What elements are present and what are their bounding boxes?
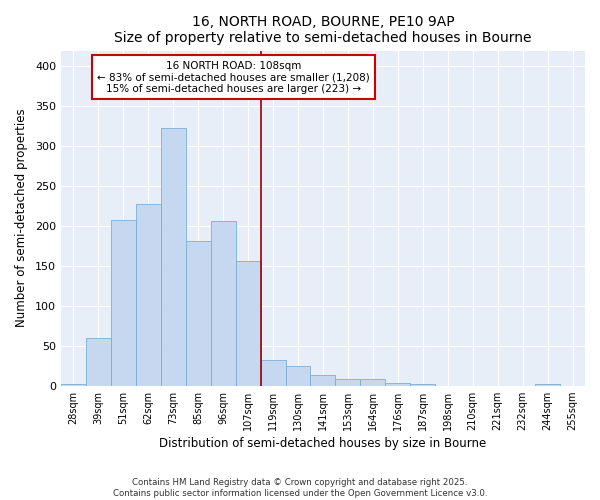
Y-axis label: Number of semi-detached properties: Number of semi-detached properties — [15, 109, 28, 328]
Bar — [335, 380, 361, 386]
Title: 16, NORTH ROAD, BOURNE, PE10 9AP
Size of property relative to semi-detached hous: 16, NORTH ROAD, BOURNE, PE10 9AP Size of… — [114, 15, 532, 45]
Bar — [61, 384, 86, 386]
Bar — [260, 360, 286, 386]
Bar — [186, 242, 211, 386]
Bar — [86, 338, 111, 386]
Bar — [161, 128, 186, 386]
Bar — [385, 384, 410, 386]
Bar — [286, 366, 310, 386]
Bar — [111, 220, 136, 386]
Bar — [136, 204, 161, 386]
Bar — [361, 380, 385, 386]
Text: Contains HM Land Registry data © Crown copyright and database right 2025.
Contai: Contains HM Land Registry data © Crown c… — [113, 478, 487, 498]
Bar — [211, 220, 236, 386]
X-axis label: Distribution of semi-detached houses by size in Bourne: Distribution of semi-detached houses by … — [160, 437, 487, 450]
Bar — [410, 384, 435, 386]
Text: 16 NORTH ROAD: 108sqm
← 83% of semi-detached houses are smaller (1,208)
15% of s: 16 NORTH ROAD: 108sqm ← 83% of semi-deta… — [97, 60, 370, 94]
Bar — [535, 384, 560, 386]
Bar — [236, 261, 260, 386]
Bar — [310, 374, 335, 386]
